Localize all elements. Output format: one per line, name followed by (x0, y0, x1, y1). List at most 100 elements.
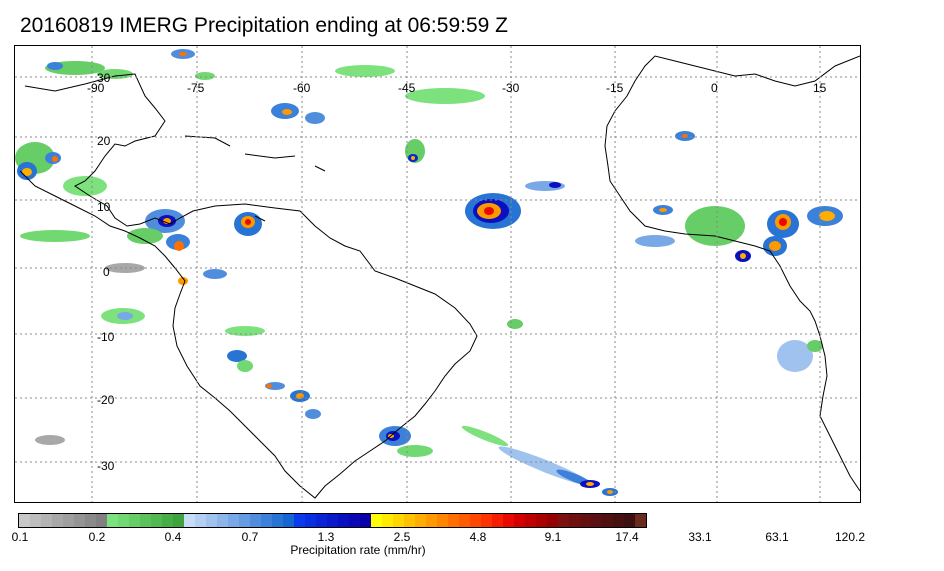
colorbar-swatch (250, 514, 261, 527)
colorbar-swatch (63, 514, 74, 527)
coastline-africa-europe (604, 55, 860, 492)
colorbar-swatch (316, 514, 327, 527)
colorbar-swatch (96, 514, 107, 527)
longitude-labels: -90 -75 -60 -45 -30 -15 0 15 (87, 81, 827, 95)
colorbar-swatch (613, 514, 624, 527)
colorbar-tick: 33.1 (688, 530, 712, 544)
colorbar-swatch (393, 514, 404, 527)
colorbar-swatch (162, 514, 173, 527)
lat-label: -20 (97, 393, 115, 407)
colorbar-swatch (404, 514, 415, 527)
colorbar-swatch (206, 514, 217, 527)
precip-band-south-atlantic (461, 425, 618, 496)
coastline-americas (19, 73, 478, 499)
colorbar-swatch (591, 514, 602, 527)
colorbar-swatch (514, 514, 525, 527)
colorbar-swatch (624, 514, 635, 527)
colorbar-swatch (558, 514, 569, 527)
colorbar-swatch (228, 514, 239, 527)
lon-label: -15 (606, 81, 624, 95)
colorbar-tick: 9.1 (544, 530, 562, 544)
colorbar-swatch (602, 514, 613, 527)
colorbar-swatch (74, 514, 85, 527)
lat-label: 10 (97, 200, 111, 214)
colorbar-swatch (283, 514, 294, 527)
colorbar-swatch (525, 514, 536, 527)
colorbar-swatch (261, 514, 272, 527)
lon-label: -30 (502, 81, 520, 95)
colorbar-swatch (481, 514, 492, 527)
coastlines (19, 55, 860, 499)
colorbar-tick: 0.7 (241, 530, 259, 544)
colorbar-swatch (217, 514, 228, 527)
colorbar-swatch (294, 514, 305, 527)
map-canvas: -90 -75 -60 -45 -30 -15 0 15 30 20 10 0 … (15, 46, 860, 502)
precipitation-map: -90 -75 -60 -45 -30 -15 0 15 30 20 10 0 … (14, 45, 861, 503)
colorbar-swatch (470, 514, 481, 527)
colorbar-tick: 63.1 (765, 530, 789, 544)
colorbar-swatch (536, 514, 547, 527)
lat-label: 30 (97, 71, 111, 85)
colorbar-swatch (349, 514, 360, 527)
colorbar-swatch (107, 514, 118, 527)
lon-label: -45 (398, 81, 416, 95)
lat-label: 0 (103, 265, 110, 279)
colorbar-swatch (195, 514, 206, 527)
colorbar-tick: 1.3 (317, 530, 335, 544)
precip-cluster-central-america (15, 142, 190, 251)
colorbar-swatch (492, 514, 503, 527)
colorbar-swatch (580, 514, 591, 527)
colorbar-swatch (41, 514, 52, 527)
lon-label: -60 (293, 81, 311, 95)
colorbar-swatch (360, 514, 371, 527)
colorbar-tick-labels: 0.1 0.2 0.4 0.7 1.3 2.5 4.8 9.1 17.4 33.… (0, 530, 944, 544)
colorbar-swatch (151, 514, 162, 527)
colorbar-swatch (184, 514, 195, 527)
colorbar-swatch (52, 514, 63, 527)
colorbar-swatch (547, 514, 558, 527)
colorbar-swatch (503, 514, 514, 527)
coastline-islands (184, 135, 326, 222)
colorbar-swatch (459, 514, 470, 527)
colorbar-swatch (118, 514, 129, 527)
lat-label: -10 (97, 330, 115, 344)
colorbar-swatch (30, 514, 41, 527)
precip-cluster-atlantic (335, 65, 565, 229)
colorbar-swatch (371, 514, 382, 527)
colorbar-swatch (382, 514, 393, 527)
colorbar-swatch (85, 514, 96, 527)
colorbar-tick: 0.1 (11, 530, 29, 544)
colorbar-tick: 4.8 (469, 530, 487, 544)
colorbar (18, 513, 647, 528)
colorbar-tick: 17.4 (615, 530, 639, 544)
colorbar-swatch (327, 514, 338, 527)
precip-cluster-africa (635, 131, 843, 372)
colorbar-swatch (338, 514, 349, 527)
colorbar-swatch (305, 514, 316, 527)
colorbar-swatch (140, 514, 151, 527)
colorbar-label: Precipitation rate (mm/hr) (290, 543, 426, 557)
precipitation-field (15, 49, 843, 496)
colorbar-swatch (19, 514, 30, 527)
lon-label: -90 (87, 81, 105, 95)
latitude-labels: 30 20 10 0 -10 -20 -30 (97, 71, 115, 473)
lon-label: -75 (187, 81, 205, 95)
colorbar-swatch (239, 514, 250, 527)
colorbar-swatch (448, 514, 459, 527)
colorbar-swatch (569, 514, 580, 527)
colorbar-swatch (415, 514, 426, 527)
lon-label: 0 (711, 81, 718, 95)
colorbar-swatch (129, 514, 140, 527)
colorbar-tick: 0.2 (88, 530, 106, 544)
lon-label: 15 (813, 81, 827, 95)
map-title: 20160819 IMERG Precipitation ending at 0… (20, 14, 508, 37)
precip-cluster-caribbean (101, 103, 425, 324)
colorbar-tick: 120.2 (834, 530, 866, 544)
colorbar-tick: 2.5 (393, 530, 411, 544)
colorbar-swatch (635, 514, 646, 527)
precip-cluster-south-america (35, 319, 523, 457)
colorbar-swatch (272, 514, 283, 527)
lat-label: 20 (97, 134, 111, 148)
colorbar-tick: 0.4 (164, 530, 182, 544)
colorbar-swatch (437, 514, 448, 527)
